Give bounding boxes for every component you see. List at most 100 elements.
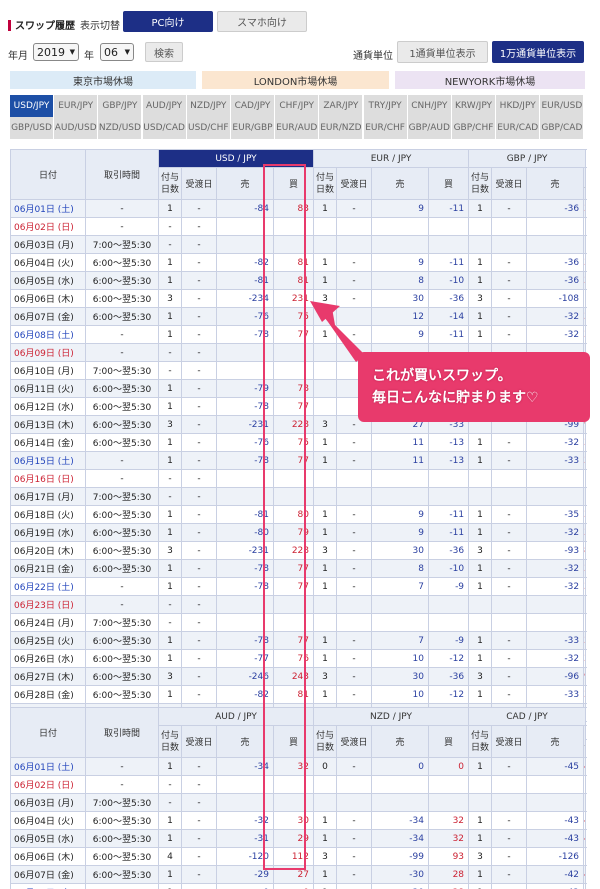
recv-cell: - [181, 865, 217, 884]
sell-cell: -78 [216, 577, 274, 596]
recv-cell: - [181, 685, 217, 704]
days-cell [313, 307, 337, 326]
search-button[interactable]: 検索 [145, 42, 183, 62]
sell-cell: -33 [526, 685, 585, 704]
month-select[interactable]: 06 ▼ [100, 43, 134, 61]
days-cell: 1 [468, 685, 493, 704]
tab-cad-jpy[interactable]: CAD/JPY [231, 95, 275, 117]
buy-cell: 77 [273, 451, 314, 470]
tab-eur-gbp[interactable]: EUR/GBP [231, 117, 275, 139]
row-time: - [85, 325, 159, 344]
sell-cell: -34 [371, 811, 429, 830]
days-cell: 4 [158, 847, 182, 866]
days-cell: - [158, 469, 182, 488]
row-date: 06月26日 (水) [10, 649, 86, 668]
tab-try-jpy[interactable]: TRY/JPY [363, 95, 408, 117]
sell-cell: -36 [526, 253, 585, 272]
sell-cell [216, 361, 274, 380]
recv-cell [491, 613, 528, 632]
buy-cell: 120 [583, 847, 587, 866]
recv-cell: - [491, 253, 528, 272]
sell-cell: 10 [371, 685, 429, 704]
tab-aud-jpy[interactable]: AUD/JPY [142, 95, 187, 117]
row-date: 06月17日 (月) [10, 487, 86, 506]
legend-label: 東京市場休場 [73, 76, 133, 88]
sell-cell: -78 [216, 325, 274, 344]
tab-eur-aud[interactable]: EUR/AUD [275, 117, 320, 139]
sell-cell [216, 775, 274, 794]
sell-cell: -78 [216, 451, 274, 470]
sell-cell: -93 [526, 541, 585, 560]
tab-hkd-jpy[interactable]: HKD/JPY [496, 95, 541, 117]
year-select[interactable]: 2019 ▼ [33, 43, 79, 61]
sell-cell [526, 487, 585, 506]
col-buy: 買 [427, 167, 470, 200]
tab-nzd-jpy[interactable]: NZD/JPY [186, 95, 231, 117]
tab-usd-jpy[interactable]: USD/JPY [10, 95, 54, 117]
days-cell: 3 [313, 415, 337, 434]
buy-cell [427, 775, 470, 794]
tab-eur-usd[interactable]: EUR/USD [540, 95, 585, 117]
row-time: 6:00〜翌5:30 [85, 433, 159, 452]
row-date: 06月05日 (水) [10, 271, 86, 290]
recv-cell: - [336, 289, 372, 308]
tab-eur-chf[interactable]: EUR/CHF [363, 117, 408, 139]
days-cell [313, 343, 337, 362]
row-date: 06月15日 (土) [10, 451, 86, 470]
tab-usd-cad[interactable]: USD/CAD [142, 117, 187, 139]
tab-eur-cad[interactable]: EUR/CAD [496, 117, 541, 139]
sp-view-button[interactable]: スマホ向け [217, 11, 307, 32]
tab-eur-jpy[interactable]: EUR/JPY [54, 95, 99, 117]
sell-cell [216, 595, 274, 614]
days-cell: - [158, 595, 182, 614]
tab-nzd-usd[interactable]: NZD/USD [98, 117, 143, 139]
recv-cell: - [181, 325, 217, 344]
tab-gbp-usd[interactable]: GBP/USD [10, 117, 54, 139]
buy-cell: 31 [583, 685, 587, 704]
recv-cell [491, 793, 528, 812]
sell-cell [526, 793, 585, 812]
tab-gbp-chf[interactable]: GBP/CHF [452, 117, 496, 139]
tab-zar-jpy[interactable]: ZAR/JPY [319, 95, 364, 117]
sell-cell [526, 235, 585, 254]
recv-cell: - [181, 775, 217, 794]
tab-chf-jpy[interactable]: CHF/JPY [275, 95, 320, 117]
buy-cell: 81 [273, 685, 314, 704]
table-row: 06月16日 (日) - - - [10, 469, 587, 488]
buy-cell [583, 775, 587, 794]
tab-usd-chf[interactable]: USD/CHF [186, 117, 231, 139]
sell-cell: -32 [526, 523, 585, 542]
tab-gbp-aud[interactable]: GBP/AUD [407, 117, 452, 139]
row-time: - [85, 199, 159, 218]
tab-gbp-jpy[interactable]: GBP/JPY [98, 95, 143, 117]
recv-cell [491, 775, 528, 794]
tab-krw-jpy[interactable]: KRW/JPY [452, 95, 496, 117]
sell-cell: -32 [526, 307, 585, 326]
buy-cell: 34 [583, 199, 587, 218]
buy-cell: 77 [273, 577, 314, 596]
tab-cnh-jpy[interactable]: CNH/JPY [407, 95, 452, 117]
buy-cell: 34 [583, 271, 587, 290]
sell-cell: -108 [526, 289, 585, 308]
unit10k-button[interactable]: 1万通貨単位表示 [492, 41, 584, 63]
unit1-button[interactable]: 1通貨単位表示 [397, 41, 488, 63]
days-cell: 1 [158, 865, 182, 884]
recv-cell [336, 595, 372, 614]
sell-cell [216, 793, 274, 812]
row-date: 06月19日 (水) [10, 523, 86, 542]
tab-eur-nzd[interactable]: EUR/NZD [319, 117, 364, 139]
tab-aud-usd[interactable]: AUD/USD [54, 117, 99, 139]
recv-cell: - [336, 829, 372, 848]
table-row: 06月06日 (木) 6:00〜翌5:30 3- -234 231 3-30 -36 3- -1… [10, 289, 587, 308]
row-date: 06月06日 (木) [10, 289, 86, 308]
row-time: - [85, 217, 159, 236]
sell-cell [371, 487, 429, 506]
table-row: 06月04日 (火)6:00〜翌5:301--32301--34321--434… [10, 811, 587, 830]
sell-cell: -77 [216, 649, 274, 668]
buy-cell [427, 793, 470, 812]
sell-cell: 0 [371, 757, 429, 776]
col-sell: 売 [371, 725, 429, 758]
tab-gbp-cad[interactable]: GBP/CAD [540, 117, 585, 139]
pc-view-button[interactable]: PC向け [123, 11, 213, 32]
recv-cell: - [181, 235, 217, 254]
